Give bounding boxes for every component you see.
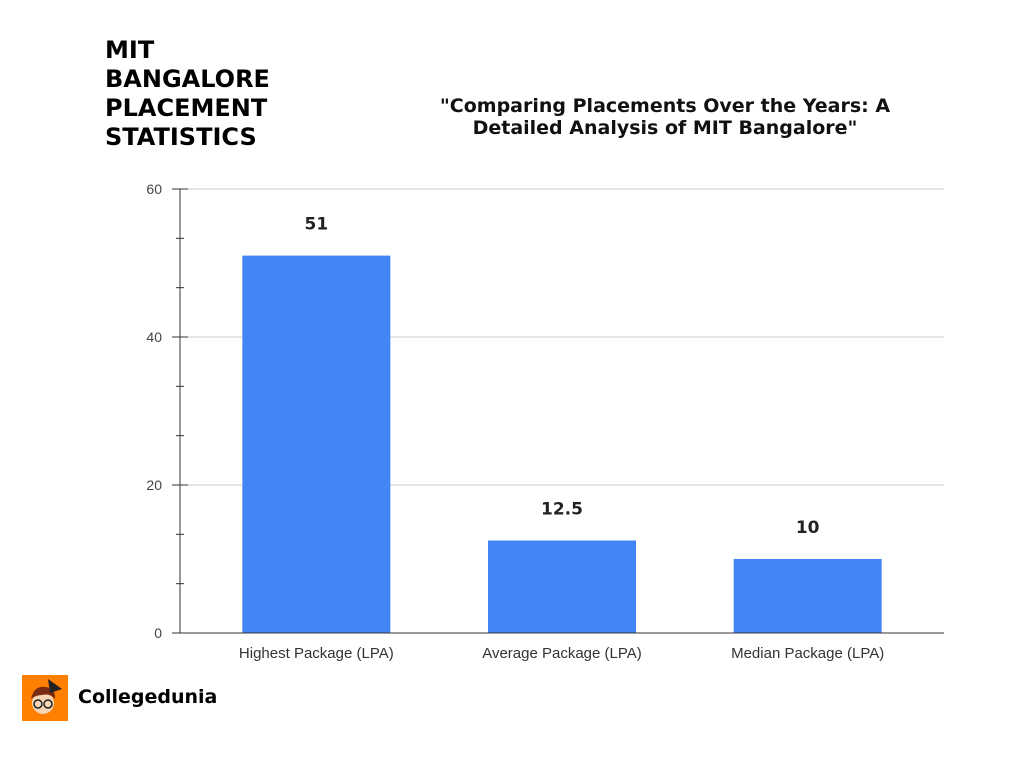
page-title: MIT BANGALORE PLACEMENT STATISTICS	[105, 36, 270, 151]
y-tick-label: 0	[154, 625, 162, 641]
bar	[733, 559, 882, 633]
bar	[242, 255, 391, 633]
data-label: 12.5	[541, 500, 583, 520]
bar	[488, 540, 636, 633]
data-label: 51	[304, 215, 328, 235]
y-tick-label: 20	[146, 477, 162, 493]
data-label: 10	[796, 518, 820, 538]
chart-title: "Comparing Placements Over the Years: A …	[439, 95, 891, 139]
brand-name: Collegedunia	[78, 686, 218, 708]
x-tick-label: Median Package (LPA)	[731, 645, 884, 662]
x-tick-label: Highest Package (LPA)	[239, 645, 394, 662]
x-tick-label: Average Package (LPA)	[482, 645, 642, 662]
y-tick-label: 60	[146, 181, 162, 197]
collegedunia-logo-icon	[22, 675, 68, 721]
y-tick-label: 40	[146, 329, 162, 345]
